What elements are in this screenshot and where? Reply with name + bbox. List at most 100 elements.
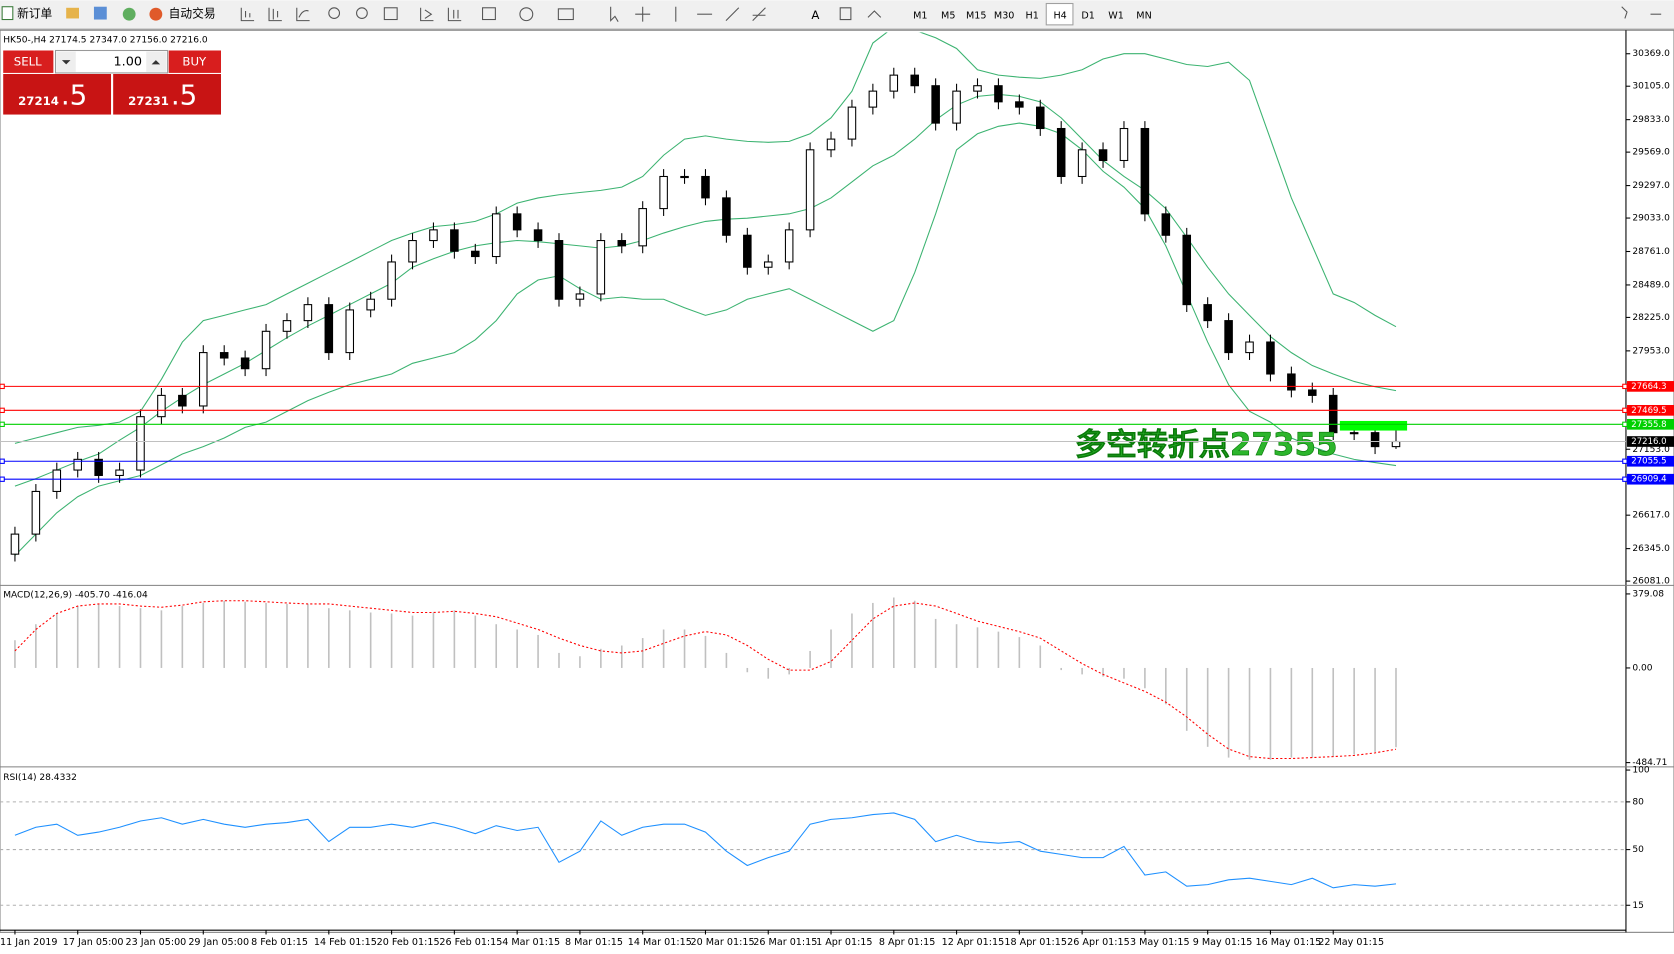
timeframe-button[interactable]: M5 xyxy=(941,10,955,21)
buy-button[interactable] xyxy=(168,50,221,73)
timeframe-button[interactable]: M1 xyxy=(913,10,927,21)
level-handle xyxy=(0,383,5,390)
level-handle xyxy=(0,458,5,464)
level-label-box xyxy=(1627,404,1674,416)
timeframe-button[interactable]: H1 xyxy=(1025,10,1038,21)
sell-label[interactable]: SELL xyxy=(14,55,42,69)
toolbar-tools[interactable] xyxy=(240,6,1662,22)
candle-body xyxy=(1098,149,1108,162)
candle-body xyxy=(554,240,564,300)
timeframe-button[interactable]: M15 xyxy=(966,10,987,21)
x-tick-label: 29 Jan 05:00 xyxy=(188,937,249,948)
sell-button[interactable] xyxy=(3,50,54,73)
timeframe-button[interactable]: W1 xyxy=(1108,10,1124,21)
lots-value[interactable]: 1.00 xyxy=(113,55,142,70)
candle-body xyxy=(1036,106,1045,130)
level-handle xyxy=(1622,458,1628,464)
level-label: 27469.5 xyxy=(1631,406,1666,416)
candle-body xyxy=(471,250,480,258)
y-tick-label: 27153.0 xyxy=(1632,445,1670,455)
candle-body xyxy=(722,197,731,236)
auto-trading-button[interactable]: 自动交易 xyxy=(169,7,216,21)
y-tick-label: 80 xyxy=(1632,797,1644,807)
x-tick-label: 3 May 01:15 xyxy=(1130,937,1190,948)
y-tick-label: 26617.0 xyxy=(1632,511,1670,521)
candle-body xyxy=(199,352,208,407)
candle-body xyxy=(1056,127,1066,178)
toolbar-icon[interactable] xyxy=(66,7,80,19)
y-tick-label: 27953.0 xyxy=(1632,346,1670,356)
candle-body xyxy=(826,138,836,151)
x-tick-label: 8 Feb 01:15 xyxy=(251,937,308,948)
x-tick-label: 12 Apr 01:15 xyxy=(942,937,1005,948)
candle-body xyxy=(345,309,355,354)
timeframe-button[interactable]: M30 xyxy=(994,10,1015,21)
level-handle xyxy=(1622,476,1628,482)
candle-body xyxy=(1245,341,1254,354)
level-label: 26909.4 xyxy=(1631,475,1666,485)
toolbar-icon[interactable] xyxy=(93,6,107,20)
candle-body xyxy=(31,490,41,535)
candle-body xyxy=(52,469,62,492)
candle-body xyxy=(491,213,501,258)
candle-body xyxy=(1391,440,1401,448)
chart-frame xyxy=(0,29,1674,933)
candle-body xyxy=(178,394,187,407)
panel-title: HK50-,H4 27174.5 27347.0 27156.0 27216.0 xyxy=(3,35,208,45)
text-tool[interactable]: A xyxy=(811,8,819,22)
candle-body xyxy=(931,85,940,124)
y-tick-label: 26081.0 xyxy=(1632,577,1670,587)
candle-body xyxy=(1308,389,1317,396)
auto-trading-icon[interactable] xyxy=(149,7,163,21)
y-tick-label: 28225.0 xyxy=(1632,313,1670,323)
new-order-button[interactable]: 新订单 xyxy=(17,7,52,21)
y-tick-label: 29833.0 xyxy=(1632,115,1670,125)
lots-input[interactable] xyxy=(54,49,169,74)
candle-body xyxy=(701,175,710,199)
candle-body xyxy=(115,469,124,476)
candle-body xyxy=(73,458,82,471)
candle-body xyxy=(1266,341,1275,375)
level-label: 27664.3 xyxy=(1631,382,1666,392)
main-plot xyxy=(10,32,1401,562)
candle-body xyxy=(136,416,145,471)
timeframes: M1 M5 M15 M30 H1 H4 D1 W1 MN xyxy=(913,10,1152,21)
candle-body xyxy=(1328,394,1338,434)
highlight-box xyxy=(1339,420,1408,431)
timeframe-button[interactable]: D1 xyxy=(1081,10,1095,21)
macd-signal xyxy=(14,600,1397,760)
sell-price-box[interactable] xyxy=(3,73,112,115)
candle-body xyxy=(638,208,647,247)
level-label: 27055.5 xyxy=(1631,457,1666,467)
rsi-line xyxy=(14,812,1397,889)
active-timeframe-frame xyxy=(1045,2,1074,26)
level-handle xyxy=(1622,383,1628,390)
buy-price-pips: .5 xyxy=(171,78,197,111)
y-tick-label: 0.00 xyxy=(1632,663,1652,673)
candle-body xyxy=(533,229,543,242)
candle-body xyxy=(868,90,878,108)
new-order-icon[interactable] xyxy=(1,6,14,21)
x-tick-label: 14 Feb 01:15 xyxy=(314,937,377,948)
x-tick-label: 16 May 01:15 xyxy=(1256,937,1322,948)
candle-body xyxy=(1161,213,1171,236)
x-tick-label: 8 Mar 01:15 xyxy=(565,937,623,948)
x-tick-label: 20 Feb 01:15 xyxy=(377,937,440,948)
y-tick-label: 379.08 xyxy=(1632,589,1664,599)
timeframe-button[interactable]: MN xyxy=(1136,10,1151,21)
y-tick-label: 50 xyxy=(1632,845,1644,855)
y-tick-label: 30369.0 xyxy=(1632,49,1670,59)
x-tick-label: 26 Feb 01:15 xyxy=(439,937,502,948)
timeframe-button[interactable]: H4 xyxy=(1053,10,1066,21)
level-handle xyxy=(0,407,5,414)
toolbar-icon[interactable] xyxy=(122,7,136,21)
x-tick-label: 22 May 01:15 xyxy=(1318,937,1384,948)
buy-label[interactable]: BUY xyxy=(182,55,207,69)
candle-body xyxy=(1140,127,1150,215)
candle-body xyxy=(219,352,229,359)
candle-body xyxy=(805,149,815,231)
candle-body xyxy=(1015,101,1024,108)
candle-body xyxy=(1182,234,1192,306)
buy-price-box[interactable] xyxy=(113,73,221,115)
